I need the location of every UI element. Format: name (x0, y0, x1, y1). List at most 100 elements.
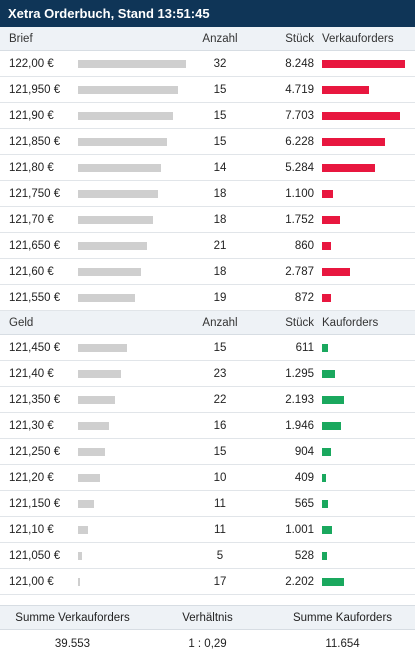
bid-qty-cell: 565 (294, 497, 314, 510)
sell-volume-bar (322, 267, 350, 276)
ask-price-bar-cell (78, 207, 188, 232)
bid-price-cell: 121,350 € (9, 393, 61, 406)
buy-volume-bar (322, 577, 344, 586)
bid-price-cell: 121,40 € (9, 367, 54, 380)
bid-count-cell: 23 (213, 367, 227, 380)
bid-count-cell: 22 (213, 393, 227, 406)
bid-price-bar-cell (78, 335, 188, 360)
ask-price-cell: 121,950 € (9, 83, 61, 96)
bid-order-row: 121,40 € 23 1.295 (0, 361, 415, 387)
bid-count-cell: 17 (213, 575, 227, 588)
bid-price-bar-cell (78, 361, 188, 386)
ask-price-bar-cell (78, 51, 188, 76)
ask-order-bar-cell (322, 233, 410, 258)
bid-qty-header: Stück (285, 316, 314, 329)
bid-order-row: 121,20 € 10 409 (0, 465, 415, 491)
bid-order-row: 121,450 € 15 611 (0, 335, 415, 361)
ask-price-header: Brief (9, 32, 33, 45)
bid-qty-cell: 2.202 (285, 575, 314, 588)
bid-price-bar-cell (78, 569, 188, 594)
bid-price-level-bar (78, 525, 88, 534)
bid-price-level-bar (78, 369, 121, 378)
widget-title: Xetra Orderbuch, Stand 13:51:45 (0, 0, 415, 27)
ask-count-header: Anzahl (202, 32, 238, 45)
ask-count-cell: 21 (213, 239, 227, 252)
bid-qty-cell: 409 (294, 471, 314, 484)
bid-order-row: 121,00 € 17 2.202 (0, 569, 415, 595)
bid-price-level-bar (78, 447, 105, 456)
buy-volume-bar (322, 473, 326, 482)
ask-count-cell: 15 (213, 83, 227, 96)
ask-count-cell: 19 (213, 291, 227, 304)
bid-price-bar-cell (78, 491, 188, 516)
ask-price-cell: 121,750 € (9, 187, 61, 200)
ask-order-bar-cell (322, 181, 410, 206)
bid-order-bar-cell (322, 439, 410, 464)
bid-order-row: 121,150 € 11 565 (0, 491, 415, 517)
bid-price-cell: 121,250 € (9, 445, 61, 458)
ask-price-bar-cell (78, 285, 188, 310)
bid-price-bar-cell (78, 439, 188, 464)
sell-volume-bar (322, 137, 385, 146)
ask-count-cell: 15 (213, 109, 227, 122)
ask-order-row: 121,550 € 19 872 (0, 285, 415, 311)
ask-price-bar-cell (78, 259, 188, 284)
buy-volume-bar (322, 499, 328, 508)
ask-qty-cell: 1.752 (285, 213, 314, 226)
buy-volume-bar (322, 421, 341, 430)
ask-qty-cell: 8.248 (285, 57, 314, 70)
bid-price-level-bar (78, 395, 115, 404)
ask-price-level-bar (78, 241, 147, 250)
bid-price-level-bar (78, 577, 80, 586)
ask-price-cell: 121,850 € (9, 135, 61, 148)
bid-price-bar-cell (78, 465, 188, 490)
ask-order-row: 121,70 € 18 1.752 (0, 207, 415, 233)
ask-count-cell: 15 (213, 135, 227, 148)
summary-header-row: Summe Verkauforders Verhältnis Summe Kau… (0, 605, 415, 630)
bid-price-bar-cell (78, 387, 188, 412)
ask-header-row: Brief Anzahl Stück Verkauforders (0, 27, 415, 51)
ask-price-bar-cell (78, 77, 188, 102)
buy-volume-bar (322, 369, 335, 378)
ask-price-cell: 121,80 € (9, 161, 54, 174)
ask-order-bar-cell (322, 207, 410, 232)
bid-price-cell: 121,20 € (9, 471, 54, 484)
ask-order-row: 121,80 € 14 5.284 (0, 155, 415, 181)
ask-order-bar-cell (322, 103, 410, 128)
ask-qty-cell: 872 (294, 291, 314, 304)
summary-sell-value: 39.553 (54, 637, 91, 650)
ask-price-level-bar (78, 137, 167, 146)
bid-price-bar-cell (78, 413, 188, 438)
sell-volume-bar (322, 189, 333, 198)
ask-qty-cell: 5.284 (285, 161, 314, 174)
ask-count-cell: 18 (213, 187, 227, 200)
bid-order-bar-cell (322, 517, 410, 542)
ask-order-row: 122,00 € 32 8.248 (0, 51, 415, 77)
bid-price-cell: 121,00 € (9, 575, 54, 588)
bid-count-cell: 10 (213, 471, 227, 484)
ask-order-bar-cell (322, 129, 410, 154)
bid-order-row: 121,250 € 15 904 (0, 439, 415, 465)
bid-order-bar-cell (322, 569, 410, 594)
bid-price-cell: 121,30 € (9, 419, 54, 432)
bid-qty-cell: 904 (294, 445, 314, 458)
buy-volume-bar (322, 525, 332, 534)
bid-order-row: 121,050 € 5 528 (0, 543, 415, 569)
ask-order-row: 121,650 € 21 860 (0, 233, 415, 259)
sell-volume-bar (322, 241, 331, 250)
ask-qty-cell: 1.100 (285, 187, 314, 200)
bid-price-cell: 121,150 € (9, 497, 61, 510)
sell-volume-bar (322, 293, 331, 302)
ask-price-cell: 122,00 € (9, 57, 54, 70)
bid-rows: 121,450 € 15 611 121,40 € 23 1.295 121,350 € 22… (0, 335, 415, 595)
ask-order-row: 121,750 € 18 1.100 (0, 181, 415, 207)
ask-order-bar-cell (322, 285, 410, 310)
ask-price-level-bar (78, 85, 178, 94)
sell-volume-bar (322, 59, 405, 68)
bid-order-row: 121,30 € 16 1.946 (0, 413, 415, 439)
bid-count-header: Anzahl (202, 316, 238, 329)
ask-qty-cell: 6.228 (285, 135, 314, 148)
ask-price-bar-cell (78, 103, 188, 128)
ask-order-bar-cell (322, 259, 410, 284)
bid-order-bar-cell (322, 413, 410, 438)
